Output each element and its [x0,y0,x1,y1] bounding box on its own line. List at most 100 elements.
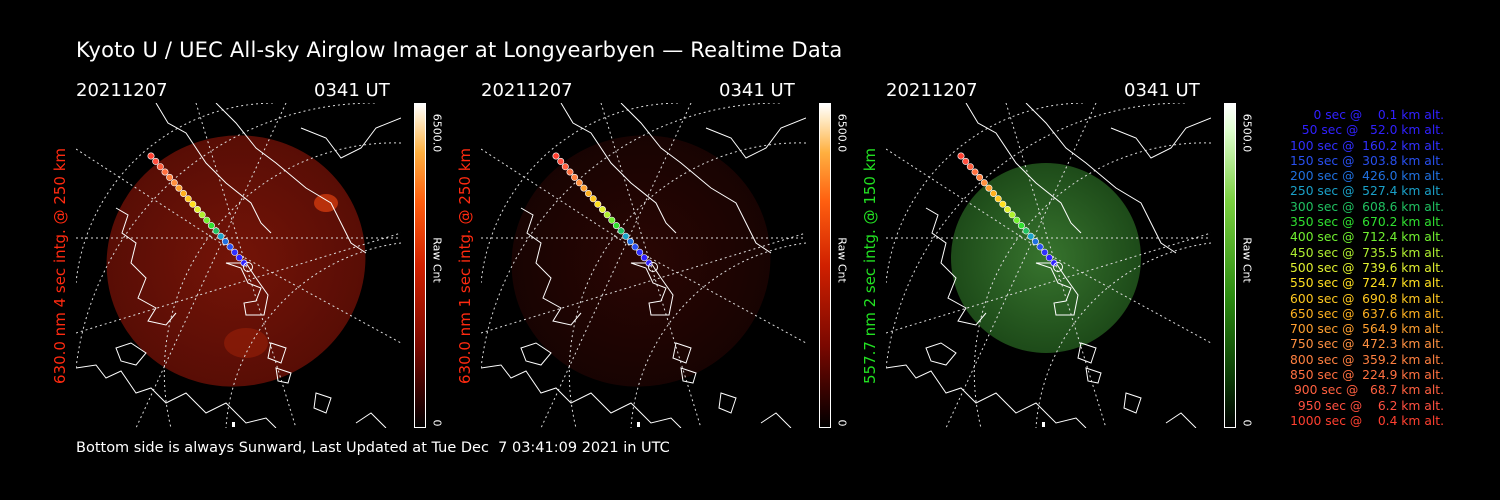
legend-entry: 200 sec @ 426.0 km alt. [1286,169,1444,184]
trajectory-point [198,211,206,219]
grid-line [235,252,401,344]
coastline [1165,412,1197,428]
aurora-patch [224,328,268,358]
island [672,342,692,364]
trajectory-point [226,243,234,251]
imager-panel-557nm-2sec: 20211207 0341 UT 557.7 nm 2 sec intg. @ … [861,80,1306,432]
allsky-image [886,103,1211,428]
station-marker [1053,262,1063,272]
trajectory-point [166,173,174,181]
trajectory-point [985,184,993,192]
sunward-marker [232,422,235,427]
trajectory-point [212,227,220,235]
trajectory-point [552,152,560,160]
trajectory-point [194,206,202,214]
island [115,342,147,366]
trajectory-point [585,190,593,198]
coastline-svalbard [1035,262,1079,316]
legend-entry: 250 sec @ 527.4 km alt. [1286,184,1444,199]
coastline [155,103,272,234]
trajectory-point [603,211,611,219]
coastline [76,364,277,428]
trajectory-point [1036,243,1044,251]
trajectory-point [1045,254,1053,262]
colorbar-unit-label: Raw Cnt [430,237,444,283]
coastline-svalbard [225,262,269,316]
coastline [705,117,806,159]
colorbar-min-label: 0 [430,419,444,427]
colorbar-min-label: 0 [835,419,849,427]
coastline [300,117,401,159]
panel-date: 20211207 [76,80,168,101]
island [925,342,957,366]
colorbar [819,103,831,428]
allsky-image [481,103,806,428]
grid-line [1045,252,1211,344]
island [267,342,287,364]
trajectory-point [599,206,607,214]
trajectory-point [1017,222,1025,230]
footer-note: Bottom side is always Sunward, Last Upda… [76,440,670,456]
trajectory-point [156,163,164,171]
trajectory-point [1022,227,1030,235]
grid-line [886,232,1211,334]
coastline [1110,117,1211,159]
legend-entry: 400 sec @ 712.4 km alt. [1286,230,1444,245]
trajectory-point [231,248,239,256]
trajectory-point [594,200,602,208]
island [680,367,697,384]
coastline [215,103,367,254]
panel-date: 20211207 [481,80,573,101]
grid-arc [76,103,276,284]
colorbar-max-label: 6500.0 [835,113,849,153]
trajectory-point [999,200,1007,208]
legend-entry: 800 sec @ 359.2 km alt. [1286,352,1444,367]
grid-line [481,148,642,254]
colorbar-max-label: 6500.0 [1240,113,1254,153]
trajectory-point [994,195,1002,203]
coastline [520,207,582,326]
grid-line [481,232,806,334]
colorbar [414,103,426,428]
trajectory-point [626,238,634,246]
trajectory-point [608,216,616,224]
legend-entry: 150 sec @ 303.8 km alt. [1286,153,1444,168]
grid-line [886,148,1047,254]
colorbar-min-label: 0 [1240,419,1254,427]
trajectory-point [203,216,211,224]
grid-line [640,252,806,344]
sunward-marker [1042,422,1045,427]
trajectory-point [207,222,215,230]
trajectory-point [575,179,583,187]
trajectory-point [636,248,644,256]
trajectory-point [161,168,169,176]
coastline [1025,103,1177,254]
panel-time: 0341 UT [719,80,795,101]
trajectory-point [990,190,998,198]
trajectory-point [580,184,588,192]
legend-entry: 300 sec @ 608.6 km alt. [1286,199,1444,214]
panel-side-label: 630.0 nm 1 sec intg. @ 250 km [456,147,474,384]
panel-side-label: 557.7 nm 2 sec intg. @ 150 km [861,147,879,384]
trajectory-point [631,243,639,251]
island [520,342,552,366]
trajectory-point [1041,248,1049,256]
allsky-image [76,103,401,428]
island [718,392,737,414]
airglow-disc [511,135,771,387]
legend-entry: 1000 sec @ 0.4 km alt. [1290,413,1444,428]
imager-panel-630nm-4sec: 20211207 0341 UT 630.0 nm 4 sec intg. @ … [51,80,496,432]
panel-side-label: 630.0 nm 4 sec intg. @ 250 km [51,147,69,384]
trajectory-point [622,232,630,240]
panel-time: 0341 UT [314,80,390,101]
trajectory-point [1008,211,1016,219]
coastline [886,364,1087,428]
island [275,367,292,384]
trajectory-point [617,227,625,235]
grid-arc [481,103,681,284]
island [1077,342,1097,364]
trajectory-point [566,168,574,176]
trajectory-point [1013,216,1021,224]
panel-time: 0341 UT [1124,80,1200,101]
trajectory-point [189,200,197,208]
